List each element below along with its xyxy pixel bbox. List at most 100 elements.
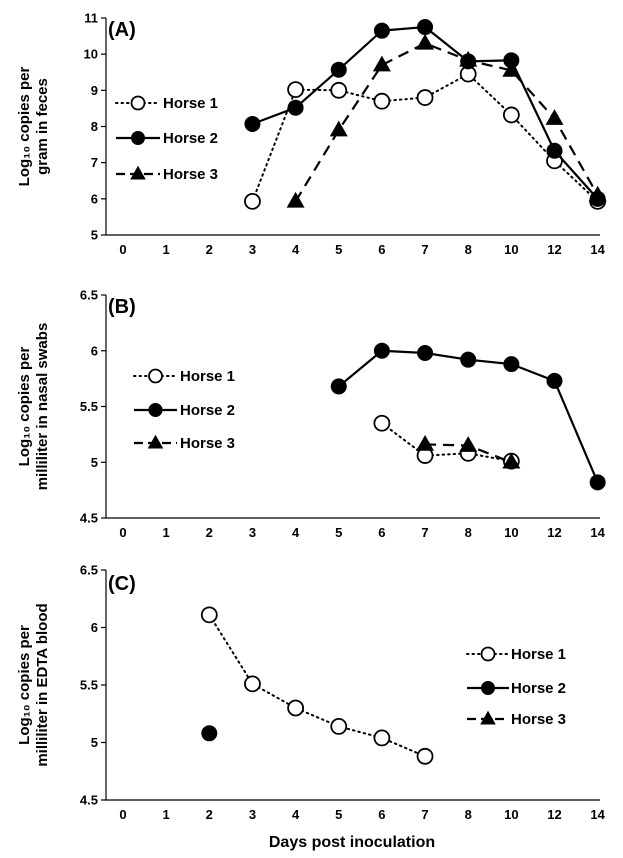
x-tick-label: 10 xyxy=(504,242,518,257)
x-tick-label: 7 xyxy=(421,242,428,257)
y-tick-label: 5 xyxy=(91,735,98,750)
x-tick-label: 4 xyxy=(292,525,300,540)
x-tick-label: 5 xyxy=(335,525,342,540)
legend-marker xyxy=(131,131,145,145)
x-tick-label: 0 xyxy=(119,525,126,540)
data-point xyxy=(373,92,391,110)
x-tick-label: 12 xyxy=(547,242,561,257)
data-point xyxy=(373,22,390,39)
legend-marker xyxy=(148,403,163,417)
x-tick-label: 12 xyxy=(547,525,561,540)
x-tick-label: 4 xyxy=(292,807,300,822)
x-axis-label: Days post inoculation xyxy=(269,834,435,851)
data-point xyxy=(330,81,348,99)
y-axis-label: gram in feces xyxy=(34,78,51,175)
legend-marker xyxy=(147,434,164,449)
y-tick-label: 9 xyxy=(91,83,98,98)
x-tick-label: 10 xyxy=(504,525,518,540)
data-point xyxy=(244,675,261,693)
y-axis-label: Log₁₀ copies per xyxy=(16,625,33,745)
x-tick-label: 8 xyxy=(465,807,472,822)
data-point xyxy=(373,342,390,359)
x-tick-label: 6 xyxy=(378,525,385,540)
y-tick-label: 6 xyxy=(91,343,98,358)
legend-marker xyxy=(130,165,146,180)
x-tick-label: 5 xyxy=(335,242,342,257)
y-tick-label: 11 xyxy=(84,11,98,26)
legend-label: Horse 2 xyxy=(511,680,566,697)
x-tick-label: 10 xyxy=(504,807,518,822)
data-point xyxy=(460,351,477,368)
series-line-1 xyxy=(252,25,599,200)
data-point xyxy=(459,50,478,67)
panel-tag: (B) xyxy=(108,296,136,318)
x-tick-label: 12 xyxy=(547,807,561,822)
data-point xyxy=(588,185,607,202)
data-point xyxy=(287,699,305,717)
y-tick-label: 6.5 xyxy=(80,288,98,303)
x-tick-label: 6 xyxy=(378,242,385,257)
y-tick-label: 7 xyxy=(91,155,98,170)
x-tick-label: 1 xyxy=(163,525,170,540)
x-tick-label: 1 xyxy=(163,807,170,822)
data-point xyxy=(201,725,218,742)
data-point xyxy=(546,372,563,389)
legend-label: Horse 3 xyxy=(511,711,566,728)
x-tick-label: 8 xyxy=(465,525,472,540)
legend-marker xyxy=(481,681,495,695)
legend-marker xyxy=(480,646,496,662)
x-tick-label: 14 xyxy=(590,525,605,540)
x-tick-label: 3 xyxy=(249,807,256,822)
x-tick-label: 1 xyxy=(163,242,170,257)
x-tick-label: 4 xyxy=(292,242,300,257)
legend-marker xyxy=(130,95,146,111)
x-tick-label: 3 xyxy=(249,242,256,257)
data-point xyxy=(503,356,520,373)
x-tick-label: 14 xyxy=(590,807,605,822)
data-point xyxy=(244,115,261,132)
data-point xyxy=(416,89,434,106)
data-point xyxy=(502,60,521,77)
panel-tag: (C) xyxy=(108,573,136,595)
x-tick-label: 2 xyxy=(206,807,213,822)
data-point xyxy=(373,729,391,747)
y-tick-label: 4.5 xyxy=(80,511,98,526)
x-tick-label: 5 xyxy=(335,807,342,822)
data-point xyxy=(545,109,564,125)
y-axis-label: Log₁₀ copies per xyxy=(16,347,33,467)
data-point xyxy=(200,606,218,624)
data-point xyxy=(417,344,434,361)
legend-marker xyxy=(480,710,496,725)
x-tick-label: 6 xyxy=(378,807,385,822)
series-line-2 xyxy=(294,42,599,202)
x-tick-label: 7 xyxy=(421,525,428,540)
chart-panel-2: 4.555.566.50 1 2 3 4 5 6 7 8 10 12 14(C)Log₁₀ copie… xyxy=(16,563,606,852)
legend-marker xyxy=(148,368,163,384)
y-tick-label: 8 xyxy=(91,119,98,134)
data-point xyxy=(330,718,348,735)
data-point xyxy=(330,61,347,78)
y-tick-label: 5 xyxy=(91,228,98,243)
x-tick-label: 3 xyxy=(249,525,256,540)
x-tick-label: 0 xyxy=(119,242,126,257)
y-axis-label: Log₁₀ copies per xyxy=(16,67,33,187)
data-point xyxy=(287,81,305,99)
panel-tag: (A) xyxy=(108,19,136,41)
y-axis-label: milliliter in EDTA blood xyxy=(34,603,51,766)
data-point xyxy=(502,106,520,124)
y-tick-label: 5 xyxy=(91,455,98,470)
data-point xyxy=(416,33,435,50)
y-axis-label: milliliter in nasal swabs xyxy=(34,323,51,491)
data-point xyxy=(244,192,261,210)
y-tick-label: 6 xyxy=(91,191,98,206)
series-line-0 xyxy=(380,422,513,463)
series-line-0 xyxy=(208,613,427,758)
y-tick-label: 4.5 xyxy=(80,793,98,808)
legend-label: Horse 2 xyxy=(180,402,235,419)
x-tick-label: 14 xyxy=(590,242,605,257)
x-tick-label: 0 xyxy=(119,807,126,822)
data-point xyxy=(417,19,434,36)
y-tick-label: 10 xyxy=(84,47,98,62)
data-point xyxy=(502,452,521,469)
